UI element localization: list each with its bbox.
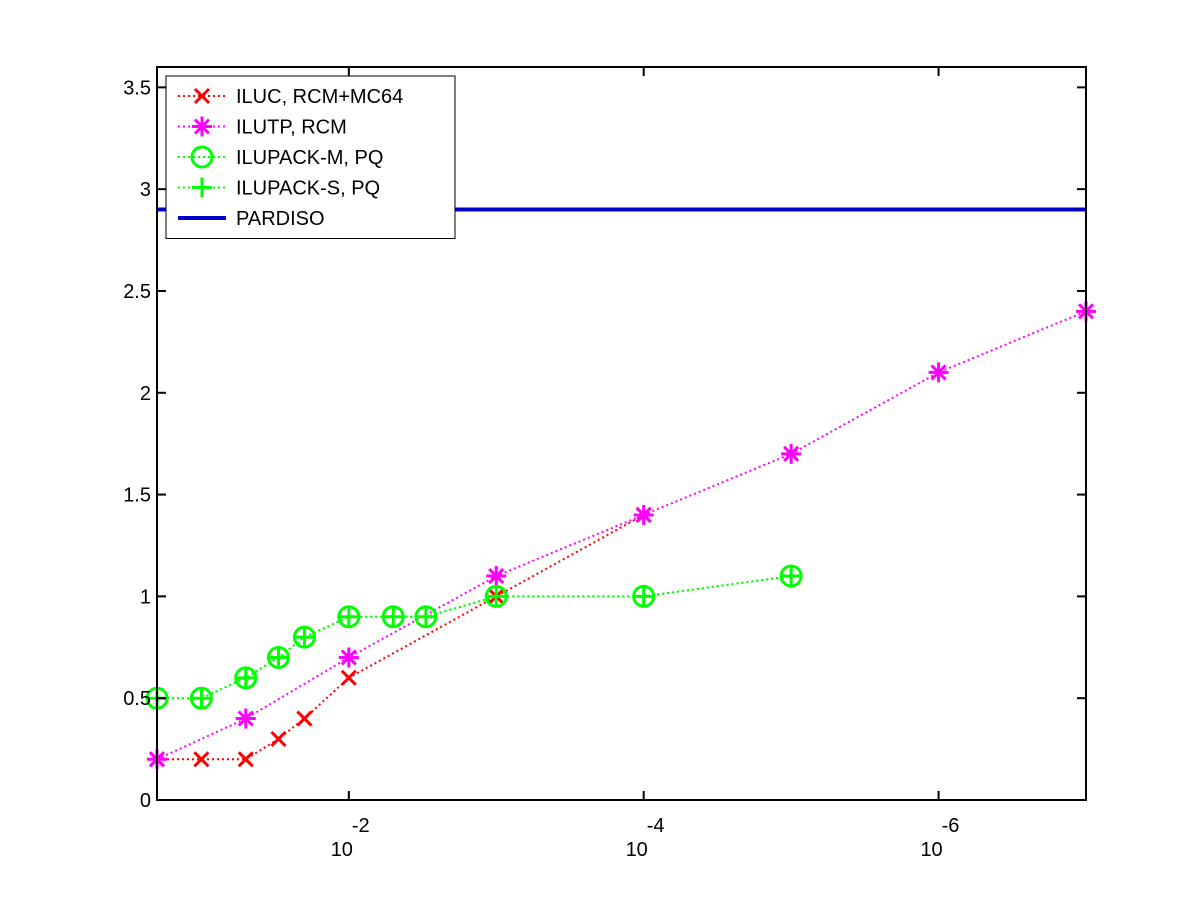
data-point: [338, 606, 359, 627]
x-tick-label-exponent: -6: [942, 815, 960, 837]
y-tick-label: 1.5: [123, 485, 151, 507]
x-tick-label-base: 10: [920, 839, 942, 861]
y-tick-label: 2: [140, 383, 151, 405]
legend-entry: ILUTP, RCM: [178, 116, 347, 139]
x-tick-label-base: 10: [331, 839, 353, 861]
legend-marker: [192, 177, 212, 198]
data-point: [235, 667, 256, 688]
y-tick-label: 0.5: [123, 688, 151, 710]
x-tick-label-exponent: -2: [352, 815, 370, 837]
series-line: [156, 310, 1087, 761]
data-point: [294, 627, 315, 648]
legend-label: PARDISO: [236, 208, 325, 230]
data-point: [781, 566, 802, 587]
data-point: [270, 730, 287, 747]
x-tick-label-exponent: -4: [647, 815, 665, 837]
data-point: [235, 708, 256, 729]
legend-marker: [190, 145, 214, 169]
legend-label: ILUPACK-M, PQ: [236, 147, 383, 169]
legend-entry: ILUPACK-S, PQ: [178, 177, 380, 200]
data-point: [338, 647, 359, 668]
data-point: [633, 586, 654, 607]
legend: ILUC, RCM+MC64 ILUTP, RCM ILUPACK-M, PQ ILU…: [165, 75, 456, 239]
y-tick-label: 2.5: [123, 281, 151, 303]
legend-marker: [192, 116, 212, 137]
data-point: [296, 710, 313, 727]
data-point: [415, 606, 436, 627]
data-point: [237, 751, 254, 768]
legend-label: ILUTP, RCM: [236, 117, 347, 139]
data-point: [383, 606, 404, 627]
data-point: [268, 647, 289, 668]
series-line: [157, 575, 792, 700]
legend-entry: ILUPACK-M, PQ: [178, 145, 383, 169]
y-tick-label: 0: [140, 790, 151, 812]
data-point: [340, 669, 357, 686]
legend-entry: PARDISO: [178, 208, 325, 230]
legend-label: ILUPACK-S, PQ: [236, 178, 380, 200]
data-point: [781, 443, 802, 464]
legend-marker: [193, 87, 211, 105]
tick-layer: 00.511.522.533.510-210-410-6: [123, 67, 1086, 861]
data-point: [191, 688, 212, 709]
y-tick-label: 1: [140, 586, 151, 608]
data-point: [928, 362, 949, 383]
data-point: [486, 566, 507, 587]
data-point: [193, 751, 210, 768]
axes-box: [156, 66, 1087, 801]
y-tick-label: 3.5: [123, 77, 151, 99]
y-tick-label: 3: [140, 179, 151, 201]
x-tick-label-base: 10: [626, 839, 648, 861]
legend-entry: ILUC, RCM+MC64: [178, 86, 403, 108]
legend-label: ILUC, RCM+MC64: [236, 86, 403, 108]
series-line: [157, 514, 645, 761]
data-point: [486, 586, 507, 607]
data-point: [633, 504, 654, 525]
